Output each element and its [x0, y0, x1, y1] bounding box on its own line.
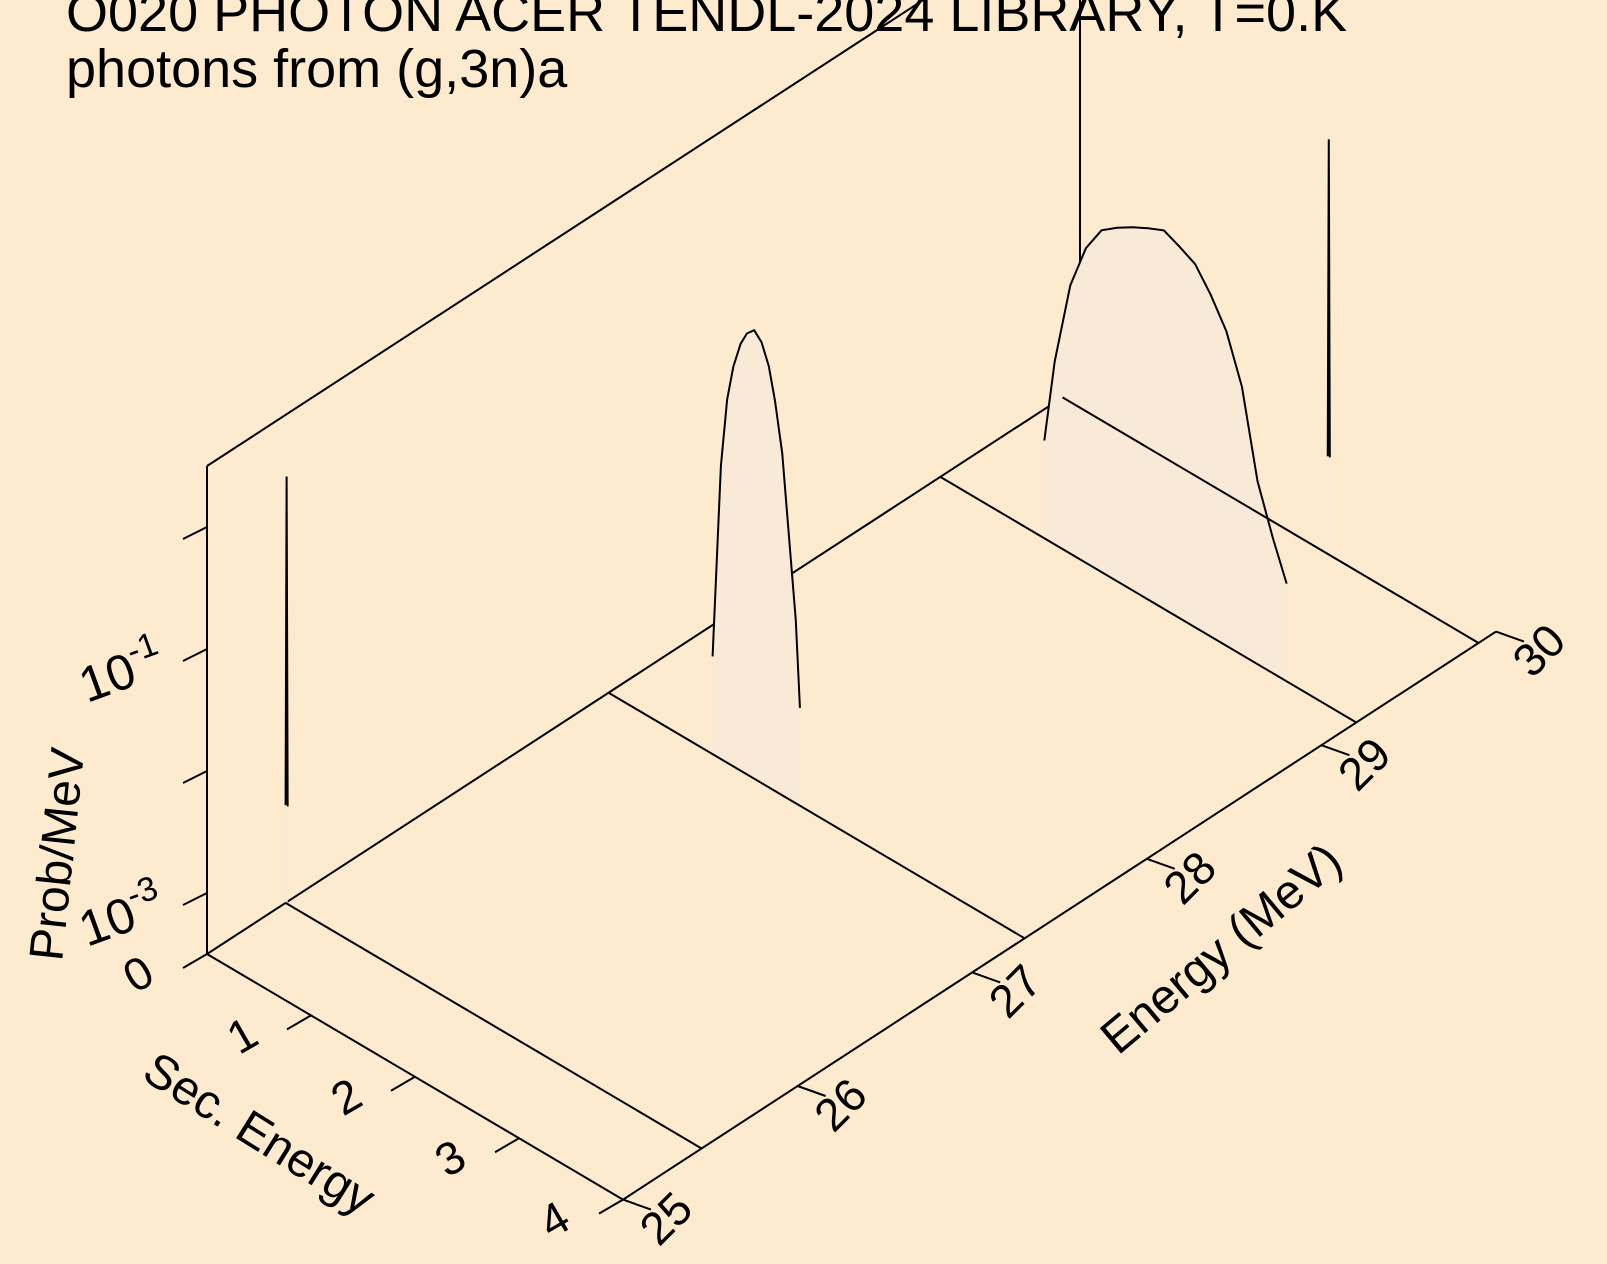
series-baseline-3 [1062, 396, 1480, 644]
y-tick-mark-4 [598, 1198, 624, 1215]
axes-frame [206, 0, 1497, 1201]
series-baseline-0 [285, 902, 703, 1150]
x-tick-mark-0 [622, 1198, 652, 1211]
x-tick-mark-1 [797, 1085, 826, 1097]
y-axis-label: Sec. Energy [134, 1042, 384, 1226]
axis-energy-back-edge [206, 385, 1081, 955]
x-tick-mark-4 [1321, 744, 1350, 757]
series-baseline-1 [608, 691, 1026, 940]
z-tick-mark-0 [182, 892, 208, 906]
y-tick-mark-2 [390, 1075, 416, 1092]
x-tick-label-5: 30 [1502, 614, 1575, 687]
x-axis-label: Energy (MeV) [1091, 834, 1352, 1065]
z-tick-mark-1 [182, 770, 208, 784]
series-curve-0 [284, 476, 289, 807]
series-curve-1 [711, 328, 801, 709]
series-curve-2 [1043, 226, 1288, 584]
z-tick-label-0: 10-3 [69, 869, 171, 958]
x-tick-label-2: 27 [979, 955, 1052, 1028]
x-tick-label-1: 26 [804, 1068, 877, 1141]
y-tick-label-2: 2 [322, 1068, 370, 1126]
z-tick-mark-3 [182, 526, 208, 540]
x-tick-mark-3 [1146, 857, 1176, 870]
series-baseline-2 [939, 476, 1357, 724]
z-tick-label-1: 10-1 [69, 625, 171, 714]
x-tick-label-4: 29 [1328, 727, 1401, 800]
x-tick-mark-2 [971, 971, 1001, 984]
x-tick-label-0: 25 [629, 1182, 702, 1255]
y-tick-mark-1 [286, 1014, 312, 1031]
series-fill-2 [1044, 227, 1287, 682]
series-layer [284, 139, 1480, 1150]
series-curve-3 [1326, 139, 1331, 458]
y-tick-mark-3 [494, 1137, 520, 1154]
axis-energy-front-edge [622, 630, 1497, 1201]
y-tick-label-0: 0 [114, 945, 162, 1003]
z-tick-mark-2 [182, 648, 208, 662]
y-tick-label-4: 4 [530, 1190, 578, 1248]
y-tick-mark-0 [182, 953, 208, 969]
axis-top-back-edge [206, 0, 926, 467]
series-fill-1 [712, 330, 800, 806]
y-tick-label-1: 1 [218, 1006, 266, 1064]
y-tick-label-3: 3 [426, 1129, 474, 1187]
chart-title-line-2: photons from (g,3n)a [66, 39, 568, 99]
x-tick-label-3: 28 [1153, 841, 1226, 914]
x-tick-mark-5 [1495, 630, 1525, 643]
chart-title-line-1: O020 PHOTON ACER TENDL-2024 LIBRARY, T=0… [66, 0, 1348, 43]
